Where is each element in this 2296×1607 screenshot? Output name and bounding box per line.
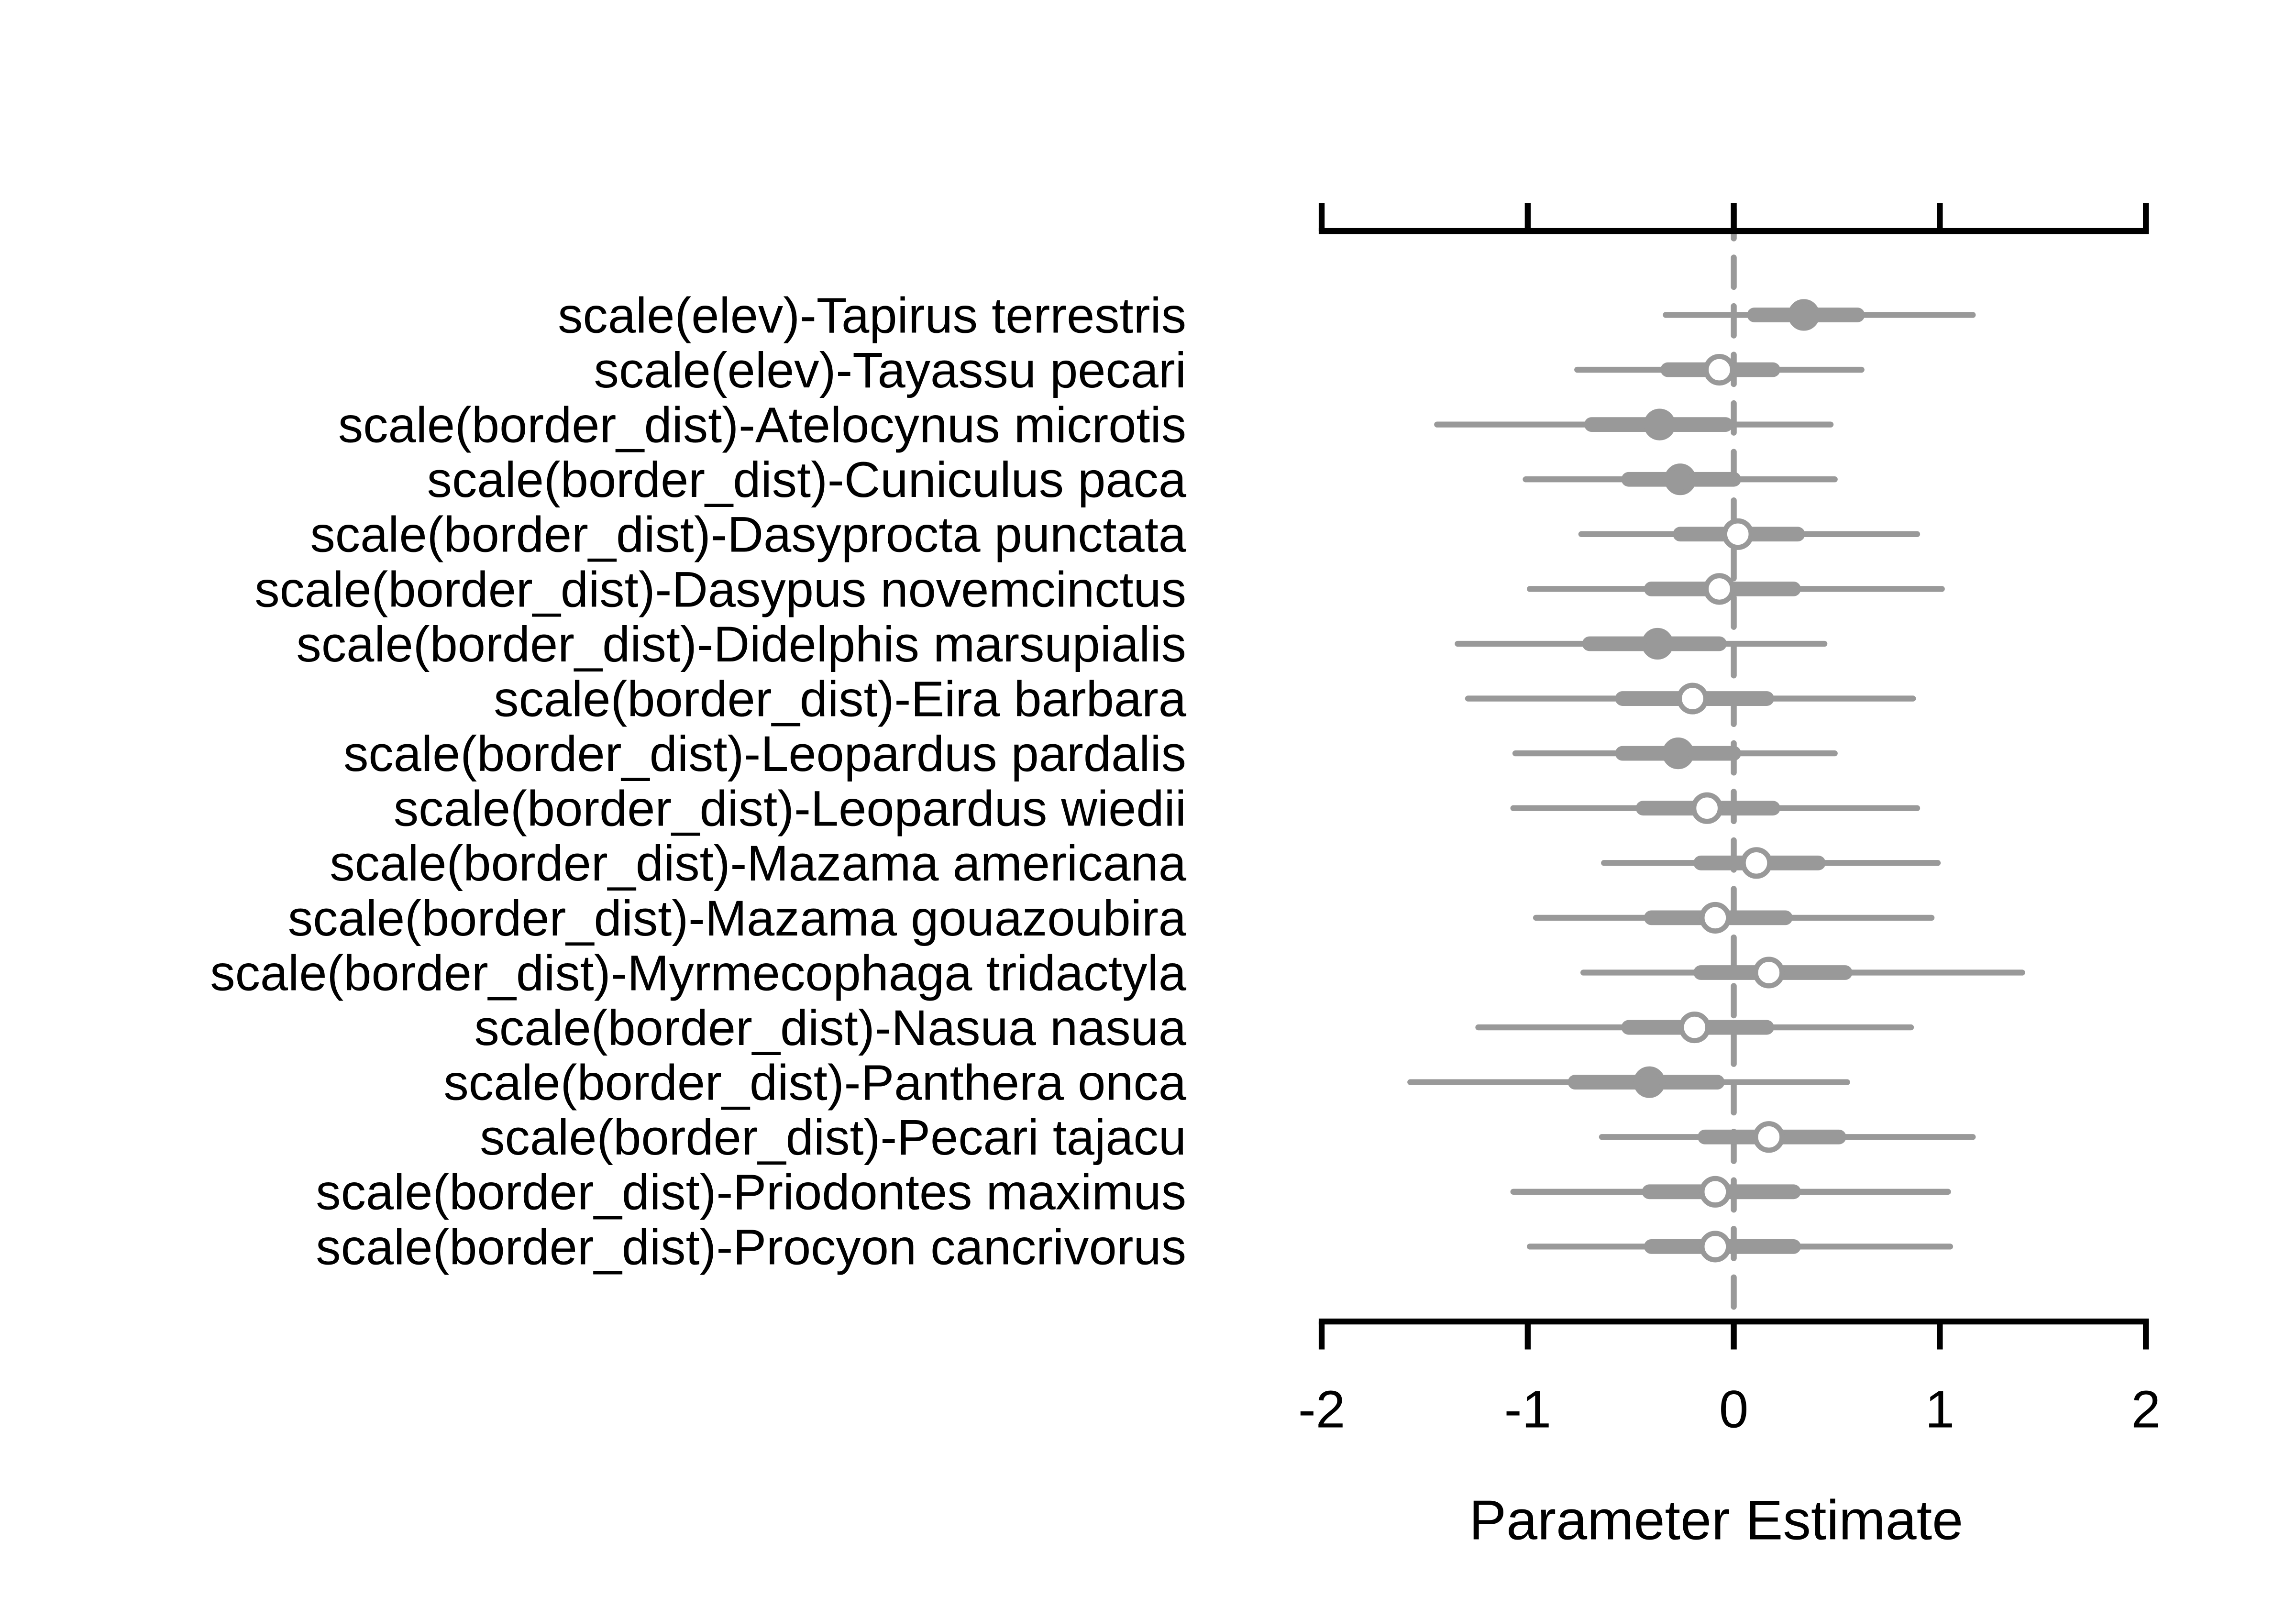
parameter-label: scale(border_dist)-Eira barbara xyxy=(494,671,1187,727)
point-estimate xyxy=(1642,627,1674,660)
point-estimate xyxy=(1644,408,1676,440)
parameter-label: scale(border_dist)-Procyon cancrivorus xyxy=(316,1219,1186,1275)
point-estimate xyxy=(1740,847,1773,879)
point-estimate xyxy=(1678,1011,1711,1044)
point-estimate xyxy=(1788,299,1820,331)
parameter-label: scale(border_dist)-Atelocynus microtis xyxy=(338,397,1186,453)
parameter-label: scale(border_dist)-Cuniculus paca xyxy=(427,452,1187,508)
point-estimate xyxy=(1633,1066,1666,1098)
point-estimate xyxy=(1699,902,1731,934)
x-tick-label: -2 xyxy=(1298,1380,1345,1439)
parameter-label: scale(elev)-Tapirus terrestris xyxy=(558,287,1186,343)
point-estimate xyxy=(1677,682,1709,715)
x-tick-label: 2 xyxy=(2131,1380,2161,1439)
point-estimate xyxy=(1691,792,1723,824)
parameter-label: scale(border_dist)-Didelphis marsupialis xyxy=(297,616,1186,672)
parameter-label: scale(border_dist)-Dasyprocta punctata xyxy=(310,507,1186,563)
point-estimate xyxy=(1753,957,1785,989)
point-estimate xyxy=(1703,573,1735,605)
parameter-label: scale(border_dist)-Panthera onca xyxy=(443,1055,1186,1111)
parameter-label: scale(border_dist)-Myrmecophaga tridacty… xyxy=(210,945,1187,1001)
x-tick-label: 0 xyxy=(1719,1380,1749,1439)
parameter-label: scale(border_dist)-Nasua nasua xyxy=(474,1000,1186,1056)
point-estimate xyxy=(1703,353,1735,386)
point-estimate xyxy=(1699,1231,1731,1263)
x-axis-label: Parameter Estimate xyxy=(1469,1488,1963,1551)
point-estimate xyxy=(1699,1176,1731,1208)
x-tick-label: -1 xyxy=(1504,1380,1551,1439)
parameter-label: scale(elev)-Tayassu pecari xyxy=(594,342,1186,398)
parameter-label: scale(border_dist)-Priodontes maximus xyxy=(316,1165,1186,1221)
parameter-label: scale(border_dist)-Pecari tajacu xyxy=(480,1110,1186,1166)
parameter-label: scale(border_dist)-Dasypus novemcinctus xyxy=(254,561,1186,617)
x-tick-label: 1 xyxy=(1925,1380,1955,1439)
point-estimate xyxy=(1722,518,1754,550)
parameter-label: scale(border_dist)-Leopardus pardalis xyxy=(343,726,1186,782)
parameter-label: scale(border_dist)-Mazama americana xyxy=(330,836,1186,892)
point-estimate xyxy=(1664,463,1696,495)
parameter-label: scale(border_dist)-Leopardus wiedii xyxy=(394,781,1186,837)
point-estimate xyxy=(1662,737,1694,770)
parameter-label: scale(border_dist)-Mazama gouazoubira xyxy=(288,891,1187,947)
point-estimate xyxy=(1753,1121,1785,1153)
